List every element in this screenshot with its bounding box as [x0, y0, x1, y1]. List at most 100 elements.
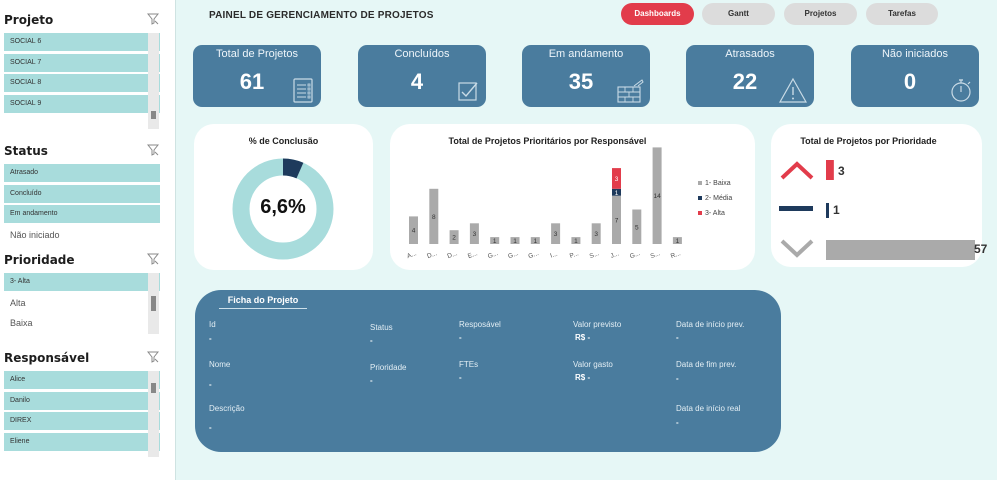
bar-segment[interactable] — [490, 237, 500, 244]
slicer-item[interactable]: Atrasado — [4, 164, 160, 182]
bar-segment[interactable] — [551, 223, 561, 244]
bar-segment[interactable] — [469, 223, 479, 244]
kpi-label: Concluídos — [394, 48, 450, 60]
kpi-nao-iniciados: Não iniciados 0 — [851, 45, 979, 107]
field-value-prioridade: - — [370, 376, 373, 385]
slicer-item[interactable]: Não iniciado — [10, 229, 60, 240]
bar-segment[interactable] — [612, 195, 621, 244]
legend-item: 2- Média — [698, 195, 732, 210]
slicer-item[interactable]: Alice — [4, 371, 160, 389]
slicer-status: Status Atrasado Concluído Em andamento N… — [0, 144, 170, 248]
bar-value-label: 1 — [676, 238, 680, 245]
completion-title: % de Conclusão — [248, 136, 319, 146]
slicer-item[interactable]: Alta — [10, 297, 26, 308]
nav-dashboards-button[interactable]: Dashboards — [621, 3, 694, 25]
slicer-item[interactable]: Concluído — [4, 184, 160, 203]
bar-value-label: 5 — [635, 224, 639, 231]
field-value-status: - — [370, 336, 373, 345]
scrollbar[interactable] — [148, 33, 159, 129]
field-value-valor-gasto: R$ - — [575, 373, 591, 382]
scroll-thumb[interactable] — [151, 383, 156, 393]
priority-title: Total de Projetos por Prioridade — [800, 136, 937, 146]
scroll-thumb[interactable] — [151, 296, 156, 311]
bar-segment[interactable] — [571, 237, 581, 244]
slicer-item[interactable]: 3- Alta — [4, 273, 160, 291]
bar-segment[interactable] — [672, 237, 682, 244]
bar-value-label: 1 — [615, 190, 619, 197]
bar-segment[interactable] — [449, 230, 459, 244]
scrollbar[interactable] — [148, 273, 159, 334]
bar-segment[interactable] — [632, 209, 642, 245]
bar-value-label: 3 — [615, 176, 619, 183]
project-card: Ficha do Projeto Id - Nome - Descrição -… — [195, 290, 781, 452]
bar-segment[interactable] — [510, 237, 520, 244]
bar-segment[interactable] — [409, 216, 418, 244]
bar-value-label: 1 — [574, 238, 578, 245]
slicer-item[interactable]: Danilo — [4, 391, 160, 410]
field-value-nome: - — [209, 380, 212, 389]
minus-icon — [779, 206, 813, 211]
legend-label: 1- Baixa — [705, 180, 731, 187]
slicer-title: Status — [4, 144, 48, 158]
bar-segment[interactable] — [591, 223, 601, 244]
slicer-item[interactable]: SOCIAL 7 — [4, 53, 160, 72]
category-tick-label: S... — [650, 250, 662, 260]
bar-value-label: 1 — [513, 238, 517, 245]
bar-segment[interactable] — [429, 188, 439, 244]
clear-filter-icon[interactable] — [147, 253, 159, 265]
completion-panel: % de Conclusão 6,6% — [194, 124, 373, 270]
nav-projetos-button[interactable]: Projetos — [784, 3, 857, 25]
slicer-item[interactable]: Em andamento — [4, 205, 160, 224]
bar-value-label: 1 — [493, 238, 497, 245]
clear-filter-icon[interactable] — [147, 144, 159, 156]
bar-value-label: 3 — [554, 231, 558, 238]
priority-value-label: 1 — [833, 203, 840, 217]
field-value-ftes: - — [459, 373, 462, 382]
bar-segment[interactable] — [612, 188, 621, 196]
priority-bar[interactable] — [826, 160, 834, 180]
field-label-valor-gasto: Valor gasto — [573, 360, 613, 369]
scroll-thumb[interactable] — [151, 111, 156, 119]
field-label-prioridade: Prioridade — [370, 363, 407, 372]
scrollbar[interactable] — [148, 371, 159, 457]
nav-tarefas-button[interactable]: Tarefas — [866, 3, 938, 25]
field-value-fim-prev: - — [676, 374, 679, 383]
field-label-status: Status — [370, 323, 393, 332]
page-title: PAINEL DE GERENCIAMENTO DE PROJETOS — [209, 10, 434, 21]
category-tick-label: G... — [507, 250, 519, 260]
category-tick-label: G... — [487, 250, 499, 260]
kpi-label: Em andamento — [548, 48, 624, 60]
category-tick-label: G... — [527, 250, 539, 260]
category-tick-label: R... — [670, 250, 682, 260]
field-value-descricao: - — [209, 423, 212, 432]
kpi-atrasados: Atrasados 22 — [686, 45, 814, 107]
slicer-item[interactable]: Baixa — [10, 318, 33, 329]
field-value-inicio-real: - — [676, 418, 679, 427]
bar-segment[interactable] — [652, 147, 662, 244]
slicer-item[interactable]: Eliene — [4, 432, 160, 451]
warning-icon — [778, 77, 808, 103]
legend-label: 2- Média — [705, 195, 733, 202]
slicer-title: Responsável — [4, 351, 90, 365]
slicer-item[interactable]: SOCIAL 9 — [4, 94, 160, 113]
priority-bar[interactable] — [826, 203, 829, 218]
kpi-value: 61 — [239, 69, 265, 94]
category-tick-label: G... — [629, 250, 641, 260]
project-card-title: Ficha do Projeto — [219, 295, 307, 309]
bar-segment[interactable] — [530, 237, 540, 244]
responsavel-bar-chart: 4 A... 8 D... 2 D... 3 E... 1 G... 1 G... 1 G... 3 I...… — [406, 147, 682, 260]
slicer-item[interactable]: DIREX — [4, 412, 160, 431]
field-value-valor-previsto: R$ - — [575, 333, 591, 342]
nav-gantt-button[interactable]: Gantt — [702, 3, 775, 25]
slicer-item[interactable]: SOCIAL 6 — [4, 33, 160, 51]
field-label-id: Id — [209, 320, 216, 329]
slicer-item[interactable]: SOCIAL 8 — [4, 74, 160, 93]
bar-segment[interactable] — [612, 168, 621, 189]
kpi-em-andamento: Em andamento 35 — [522, 45, 650, 107]
clear-filter-icon[interactable] — [147, 13, 159, 25]
priority-bar[interactable] — [826, 240, 975, 260]
clear-filter-icon[interactable] — [147, 351, 159, 363]
field-label-inicio-prev: Data de início prev. — [676, 320, 745, 329]
priority-bar-chart — [826, 160, 975, 260]
category-tick-label: D... — [426, 250, 438, 260]
